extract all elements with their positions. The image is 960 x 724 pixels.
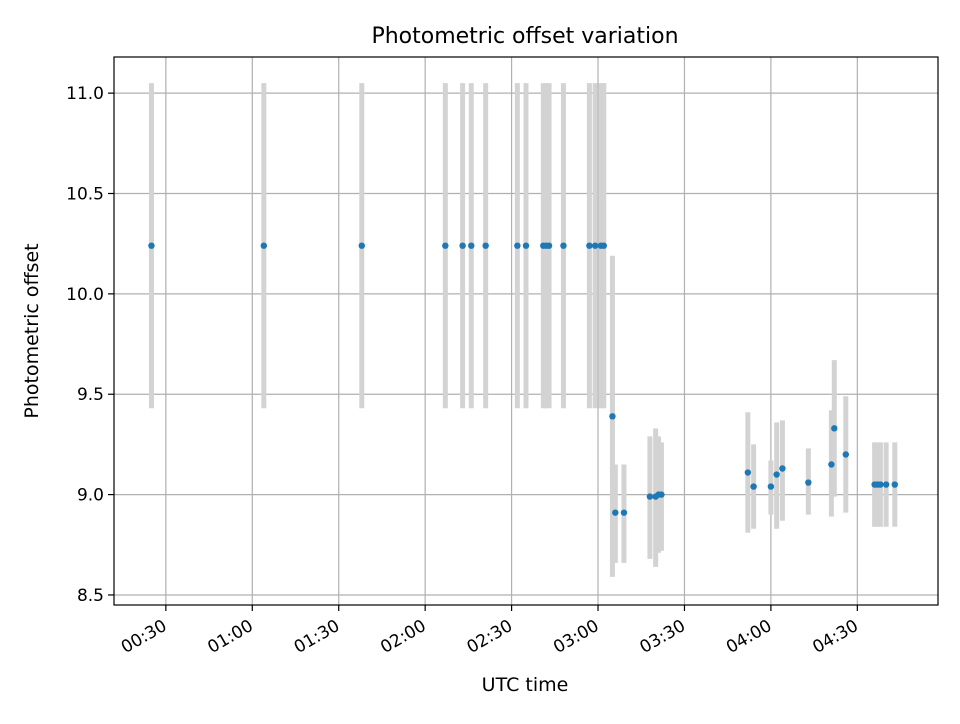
data-point <box>779 465 786 472</box>
data-point <box>600 242 607 249</box>
y-tick-label: 10.5 <box>66 184 104 204</box>
y-tick-label: 9.0 <box>77 486 104 506</box>
y-axis-label: Photometric offset <box>21 243 43 418</box>
data-point <box>620 509 628 516</box>
data-point <box>882 481 890 488</box>
y-tick-label: 11.0 <box>66 84 104 104</box>
data-point <box>609 413 616 420</box>
data-point <box>877 481 884 488</box>
data-point <box>646 493 654 500</box>
data-point <box>586 242 593 249</box>
point-layer <box>148 242 898 516</box>
x-axis-label: UTC time <box>482 674 569 696</box>
data-point <box>560 242 567 249</box>
data-point <box>260 242 268 249</box>
data-point <box>744 469 752 476</box>
y-tick-label: 8.5 <box>77 586 104 606</box>
data-point <box>545 242 553 249</box>
y-tick-label: 9.5 <box>77 385 104 405</box>
plot-frame <box>113 56 939 606</box>
data-point <box>468 242 475 249</box>
y-tick-label: 10.0 <box>66 285 104 305</box>
chart-title: Photometric offset variation <box>371 24 678 49</box>
data-point <box>767 483 775 490</box>
data-point <box>891 481 898 488</box>
data-point <box>358 242 365 249</box>
data-point <box>773 471 780 478</box>
data-point <box>750 483 757 490</box>
data-point <box>522 242 530 249</box>
data-point <box>482 242 489 249</box>
data-point <box>442 242 449 249</box>
data-point <box>148 242 155 249</box>
data-point <box>842 451 850 458</box>
data-point <box>612 509 619 516</box>
data-point <box>805 479 812 486</box>
data-point <box>828 461 835 468</box>
data-point <box>514 242 521 249</box>
data-point <box>591 242 599 249</box>
data-point <box>658 491 665 498</box>
data-point <box>831 425 838 432</box>
data-point <box>459 242 466 249</box>
